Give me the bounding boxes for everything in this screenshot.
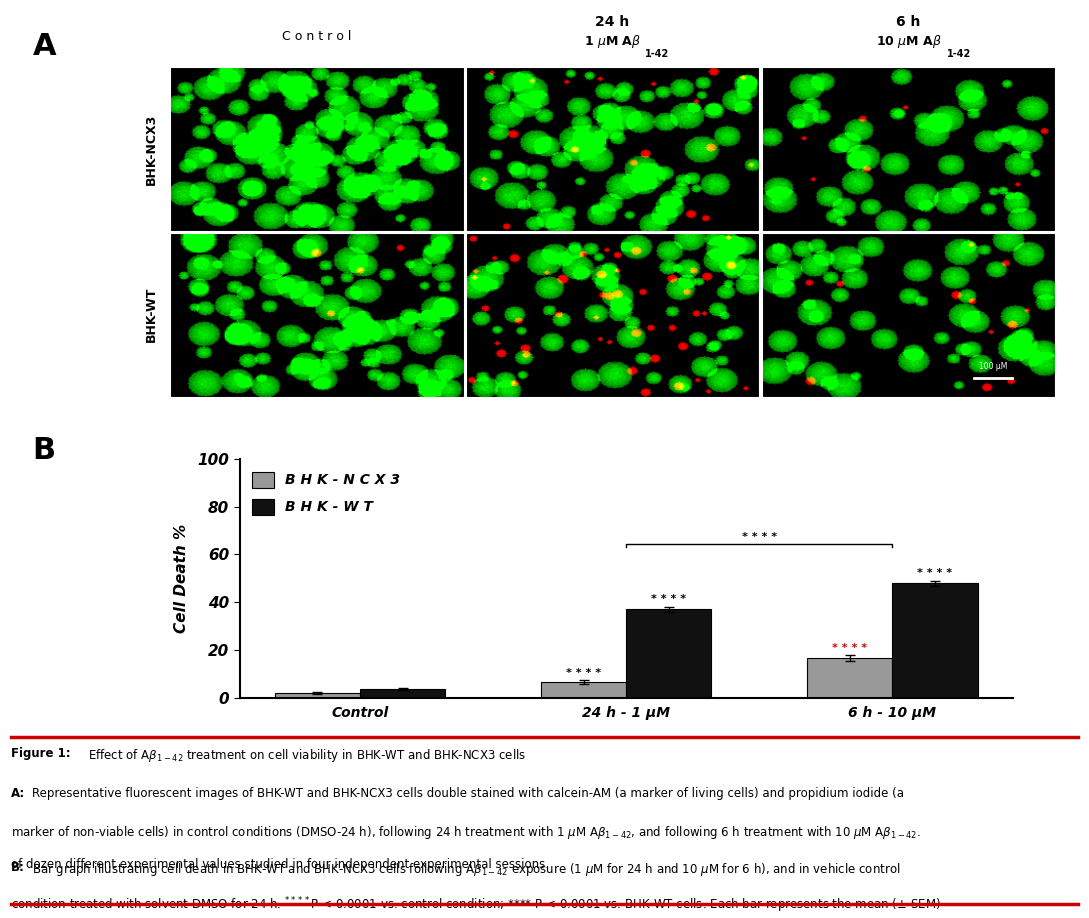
Text: BHK-NCX3: BHK-NCX3 bbox=[145, 113, 158, 185]
Text: 1-42: 1-42 bbox=[645, 49, 670, 59]
Text: of dozen different experimental values studied in four independent experimental : of dozen different experimental values s… bbox=[11, 858, 549, 871]
Bar bbox=[807, 658, 892, 698]
Text: Bar graph illustrating cell death in BHK-WT and BHK-NCX3 cells following A$\beta: Bar graph illustrating cell death in BHK… bbox=[33, 861, 901, 879]
Text: marker of non-viable cells) in control conditions (DMSO-24 h), following 24 h tr: marker of non-viable cells) in control c… bbox=[11, 824, 921, 841]
Text: condition treated with solvent DMSO for 24 h. $^{****}$P < 0.0001 vs. control co: condition treated with solvent DMSO for … bbox=[11, 895, 941, 915]
Text: * * * *: * * * * bbox=[742, 532, 776, 542]
Legend: B H K - N C X 3, B H K - W T: B H K - N C X 3, B H K - W T bbox=[246, 466, 406, 521]
Text: 1 $\mu$M A$\beta$: 1 $\mu$M A$\beta$ bbox=[584, 32, 641, 50]
Text: A: A bbox=[33, 32, 57, 62]
Text: B: B bbox=[33, 436, 56, 465]
Text: * * * *: * * * * bbox=[651, 594, 686, 604]
Bar bbox=[892, 583, 978, 698]
Text: 10 $\mu$M A$\beta$: 10 $\mu$M A$\beta$ bbox=[876, 32, 941, 50]
Text: Figure 1:: Figure 1: bbox=[11, 747, 71, 760]
Text: * * * *: * * * * bbox=[832, 643, 867, 653]
Text: * * * *: * * * * bbox=[917, 568, 953, 577]
Text: * * * *: * * * * bbox=[566, 668, 601, 677]
Bar bbox=[541, 682, 626, 698]
Bar bbox=[626, 610, 711, 698]
Bar bbox=[360, 689, 445, 698]
Text: 24 h: 24 h bbox=[596, 16, 629, 29]
Bar bbox=[274, 693, 360, 698]
Text: B:: B: bbox=[11, 861, 25, 874]
Text: BHK-WT: BHK-WT bbox=[145, 287, 158, 342]
Text: 6 h: 6 h bbox=[896, 16, 920, 29]
Text: C o n t r o l: C o n t r o l bbox=[282, 30, 352, 43]
Text: Effect of A$\beta$$_{1-42}$ treatment on cell viability in BHK-WT and BHK-NCX3 c: Effect of A$\beta$$_{1-42}$ treatment on… bbox=[88, 747, 526, 765]
Text: 100 μM: 100 μM bbox=[979, 362, 1007, 371]
Text: 1-42: 1-42 bbox=[946, 49, 970, 59]
Text: Representative fluorescent images of BHK-WT and BHK-NCX3 cells double stained wi: Representative fluorescent images of BHK… bbox=[33, 787, 904, 800]
Text: A:: A: bbox=[11, 787, 25, 800]
Y-axis label: Cell Death %: Cell Death % bbox=[174, 523, 189, 633]
